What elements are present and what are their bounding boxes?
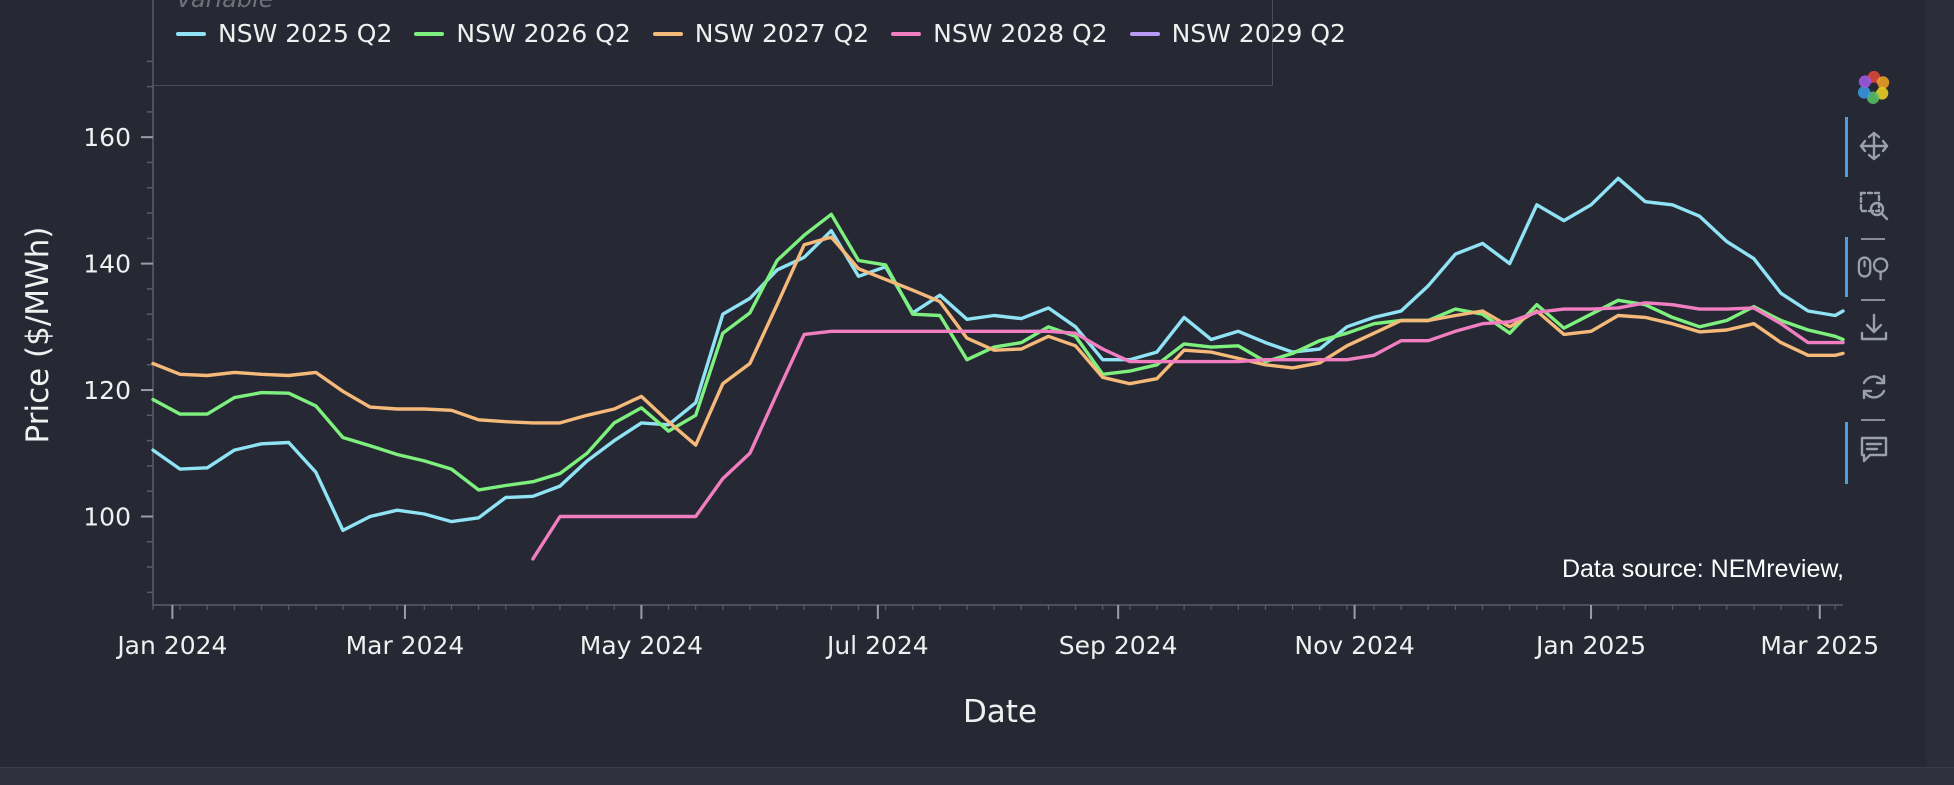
legend-label: NSW 2025 Q2: [218, 19, 393, 48]
legend-label: NSW 2028 Q2: [933, 19, 1108, 48]
series-line-nsw-2026-q2: [151, 212, 1845, 492]
legend-item[interactable]: NSW 2028 Q2: [891, 19, 1108, 48]
legend-item[interactable]: NSW 2027 Q2: [652, 19, 870, 48]
series-line-nsw-2025-q2: [151, 176, 1845, 533]
x-tick-label: Jul 2024: [825, 631, 929, 660]
y-tick-label: 120: [83, 376, 131, 405]
legend-swatch: [414, 31, 445, 36]
toolbar-separator: [1861, 238, 1885, 240]
y-tick-label: 140: [83, 250, 131, 279]
x-tick-label: Jan 2024: [115, 631, 227, 660]
bokeh-logo-icon[interactable]: [1857, 70, 1891, 104]
y-tick-label: 100: [83, 502, 131, 531]
chart-axes: 100 120 140 160 Jan 2024 Mar 2024 May 2024 Jul …: [83, 0, 1879, 660]
toolbar-separator-2: [1861, 299, 1885, 301]
reset-icon[interactable]: [1857, 370, 1891, 404]
x-tick-label: Mar 2024: [346, 631, 465, 660]
active-tool-indicator: [1845, 117, 1848, 177]
series-line-nsw-2027-q2: [151, 235, 1845, 447]
active-tool-indicator-3: [1845, 422, 1848, 484]
x-tick-label: Nov 2024: [1294, 631, 1414, 660]
wheel-zoom-icon[interactable]: [1857, 250, 1891, 284]
x-tick-label: Mar 2025: [1760, 631, 1879, 660]
legend-swatch: [652, 31, 683, 36]
legend-label: NSW 2026 Q2: [456, 19, 631, 48]
x-axis-label: Date: [963, 694, 1037, 730]
save-icon[interactable]: [1857, 310, 1891, 344]
y-axis-label: Price ($/MWh): [20, 227, 56, 444]
series-layer: [151, 176, 1845, 561]
legend-item[interactable]: NSW 2029 Q2: [1129, 19, 1346, 48]
bottom-panel-strip: [0, 767, 1954, 785]
active-tool-indicator-2: [1845, 237, 1848, 297]
legend-label: NSW 2027 Q2: [694, 19, 870, 48]
data-source-note: Data source: NEMreview,: [1561, 555, 1844, 583]
legend-swatch: [1129, 31, 1160, 36]
pan-icon[interactable]: [1857, 129, 1891, 163]
legend-swatch: [891, 31, 922, 36]
x-tick-label: Sep 2024: [1059, 631, 1178, 660]
series-line-nsw-2028-q2: [531, 301, 1845, 561]
legend-item[interactable]: NSW 2026 Q2: [414, 19, 631, 48]
legend-items: NSW 2025 Q2 NSW 2026 Q2 NSW 2027 Q2 NSW 202…: [176, 19, 1346, 48]
toolbar-separator-3: [1861, 419, 1885, 421]
legend-swatch: [176, 31, 206, 36]
legend: Variable NSW 2025 Q2 NSW 2026 Q2 NSW 2027 …: [153, 0, 1346, 86]
hover-icon[interactable]: [1857, 432, 1891, 466]
legend-title: Variable: [176, 0, 274, 13]
right-panel-strip: [1926, 0, 1954, 767]
x-tick-label: May 2024: [580, 631, 703, 660]
legend-label: NSW 2029 Q2: [1171, 19, 1346, 48]
x-tick-label: Jan 2025: [1534, 631, 1646, 660]
legend-item[interactable]: NSW 2025 Q2: [176, 19, 392, 48]
y-tick-label: 160: [83, 123, 131, 152]
box-zoom-icon[interactable]: [1857, 189, 1891, 223]
chart-toolbar: [1845, 62, 1895, 492]
